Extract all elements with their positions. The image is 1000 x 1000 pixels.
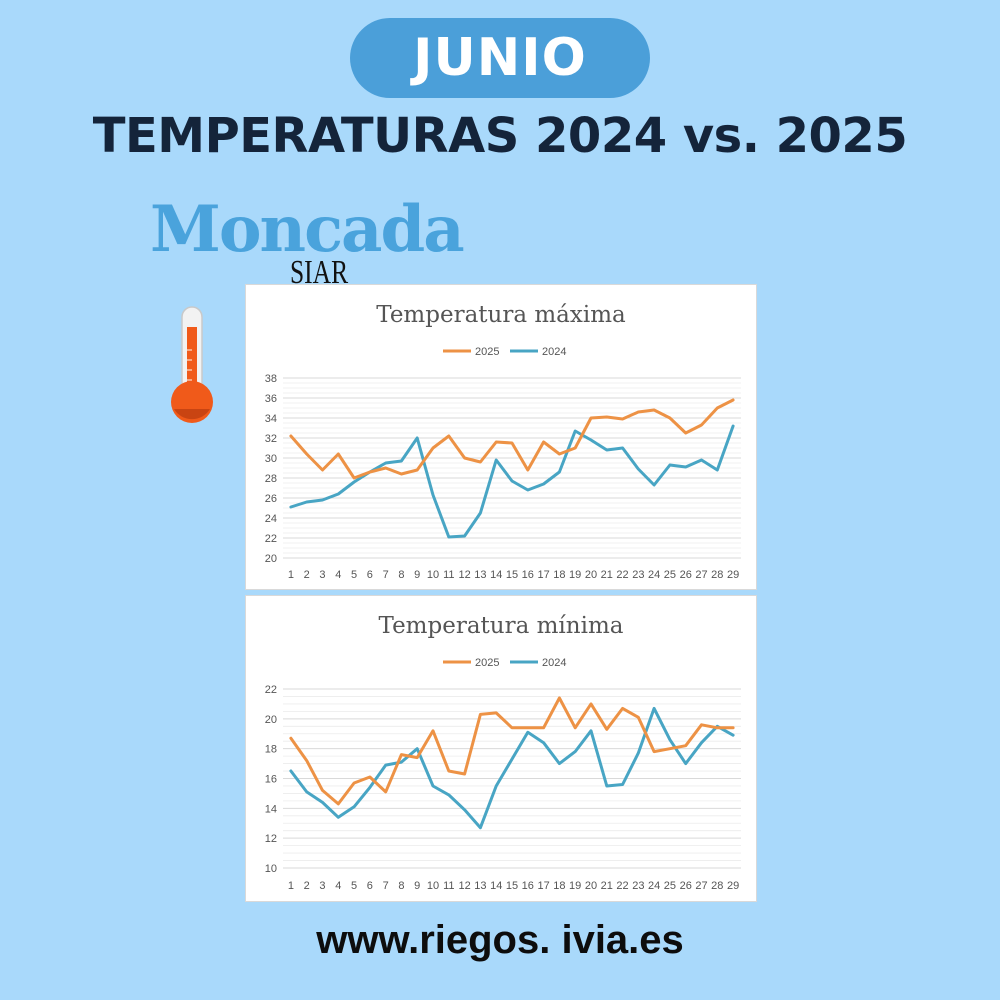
x-tick-label: 27 [695,569,707,581]
x-tick-label: 11 [443,569,454,581]
x-tick-label: 15 [506,880,518,892]
x-tick-label: 18 [553,880,565,892]
x-tick-label: 18 [553,569,565,581]
series-line-2025 [289,696,735,806]
x-tick-label: 16 [522,880,534,892]
x-tick-label: 14 [490,569,502,581]
x-tick-label: 14 [490,880,502,892]
y-tick-label: 20 [265,714,277,726]
website-url: www.riegos. ivia.es [316,918,684,962]
page-title: TEMPERATURAS 2024 vs. 2025 [92,108,908,164]
x-tick-label: 1 [288,880,294,892]
x-tick-label: 10 [427,569,439,581]
x-tick-label: 13 [474,569,486,581]
x-tick-label: 22 [616,569,628,581]
x-tick-label: 6 [367,880,373,892]
y-tick-label: 20 [265,553,277,565]
x-tick-label: 17 [537,880,549,892]
x-tick-label: 10 [427,880,439,892]
legend-label-2025: 2025 [475,657,499,669]
x-tick-label: 11 [443,880,454,892]
x-tick-label: 9 [414,880,420,892]
x-tick-label: 5 [351,569,357,581]
x-tick-label: 21 [601,880,613,892]
y-tick-label: 14 [265,803,277,815]
siar-logo: Moncada SIAR [150,192,470,302]
x-tick-label: 25 [664,880,676,892]
x-tick-label: 7 [383,569,389,581]
x-tick-label: 1 [288,569,294,581]
x-tick-label: 3 [319,569,325,581]
x-tick-label: 19 [569,569,581,581]
chart-title: Temperatura máxima [376,302,626,328]
x-tick-label: 6 [367,569,373,581]
chart-max-svg: Temperatura máxima 202224262830323436381… [265,302,741,581]
y-tick-label: 34 [265,413,277,425]
y-tick-label: 22 [265,533,277,545]
x-tick-label: 13 [474,880,486,892]
legend-label-2025: 2025 [475,346,499,358]
x-tick-label: 9 [414,569,420,581]
legend-label-2024: 2024 [542,346,566,358]
x-tick-label: 25 [664,569,676,581]
x-tick-label: 8 [398,880,404,892]
chart-panel-max: Temperatura máxima 20 22 24 26 28 30 32 34 36 38 1… [245,284,757,590]
series-line-2025 [289,398,735,480]
x-tick-label: 20 [585,880,597,892]
x-tick-label: 16 [522,569,534,581]
logo-main-text: Moncada [150,192,465,267]
month-label: JUNIO [413,28,587,88]
y-tick-label: 16 [265,774,277,786]
x-tick-label: 20 [585,569,597,581]
x-tick-label: 2 [304,880,310,892]
x-tick-label: 12 [458,569,470,581]
x-tick-label: 23 [632,569,644,581]
y-tick-label: 26 [265,493,277,505]
chart-title: Temperatura mínima [379,613,624,639]
legend-label-2024: 2024 [542,657,566,669]
x-tick-label: 2 [304,569,310,581]
chart-panel-min: Temperatura mínima 10 12 14 16 18 20 22 1 2 3 4 5 6 7… [245,595,757,902]
x-tick-label: 4 [335,569,341,581]
y-tick-label: 32 [265,433,277,445]
x-tick-label: 21 [601,569,613,581]
series-line-2024 [289,706,735,830]
x-tick-label: 24 [648,569,660,581]
x-tick-label: 28 [711,569,723,581]
x-tick-label: 26 [680,569,692,581]
x-tick-label: 12 [458,880,470,892]
x-tick-label: 29 [727,880,739,892]
x-tick-label: 22 [616,880,628,892]
x-tick-label: 19 [569,880,581,892]
thermometer-icon [165,305,220,430]
y-tick-label: 30 [265,453,277,465]
x-tick-label: 3 [319,880,325,892]
y-tick-label: 38 [265,373,277,385]
month-pill: JUNIO [350,18,650,98]
x-tick-label: 5 [351,880,357,892]
x-tick-label: 23 [632,880,644,892]
x-tick-label: 24 [648,880,660,892]
y-tick-label: 24 [265,513,277,525]
y-tick-label: 10 [265,863,277,875]
x-tick-label: 27 [695,880,707,892]
x-tick-label: 17 [537,569,549,581]
x-tick-label: 4 [335,880,341,892]
y-tick-label: 22 [265,684,277,696]
x-tick-label: 15 [506,569,518,581]
y-tick-label: 28 [265,473,277,485]
y-tick-label: 18 [265,744,277,756]
x-tick-label: 28 [711,880,723,892]
y-tick-label: 12 [265,833,277,845]
x-tick-label: 8 [398,569,404,581]
y-tick-label: 36 [265,393,277,405]
x-tick-label: 26 [680,880,692,892]
x-tick-label: 7 [383,880,389,892]
x-tick-label: 29 [727,569,739,581]
